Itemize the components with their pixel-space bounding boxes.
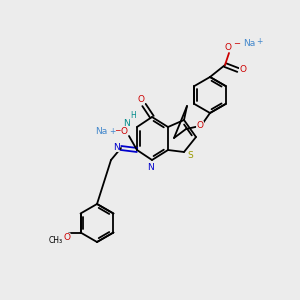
Text: H: H (130, 112, 136, 121)
Text: O: O (137, 94, 145, 103)
Text: Na: Na (243, 38, 255, 47)
Text: O: O (121, 127, 128, 136)
Text: +: + (256, 37, 262, 46)
Text: O: O (239, 65, 247, 74)
Text: Na: Na (95, 127, 107, 136)
Text: N: N (124, 118, 130, 127)
Text: N: N (147, 163, 153, 172)
Text: O: O (196, 122, 203, 130)
Text: S: S (187, 152, 193, 160)
Text: −: − (114, 127, 120, 136)
Text: −: − (233, 40, 241, 49)
Text: N: N (112, 142, 119, 152)
Text: +: + (109, 127, 115, 136)
Text: O: O (224, 43, 232, 52)
Text: O: O (63, 233, 70, 242)
Text: CH₃: CH₃ (49, 236, 63, 245)
